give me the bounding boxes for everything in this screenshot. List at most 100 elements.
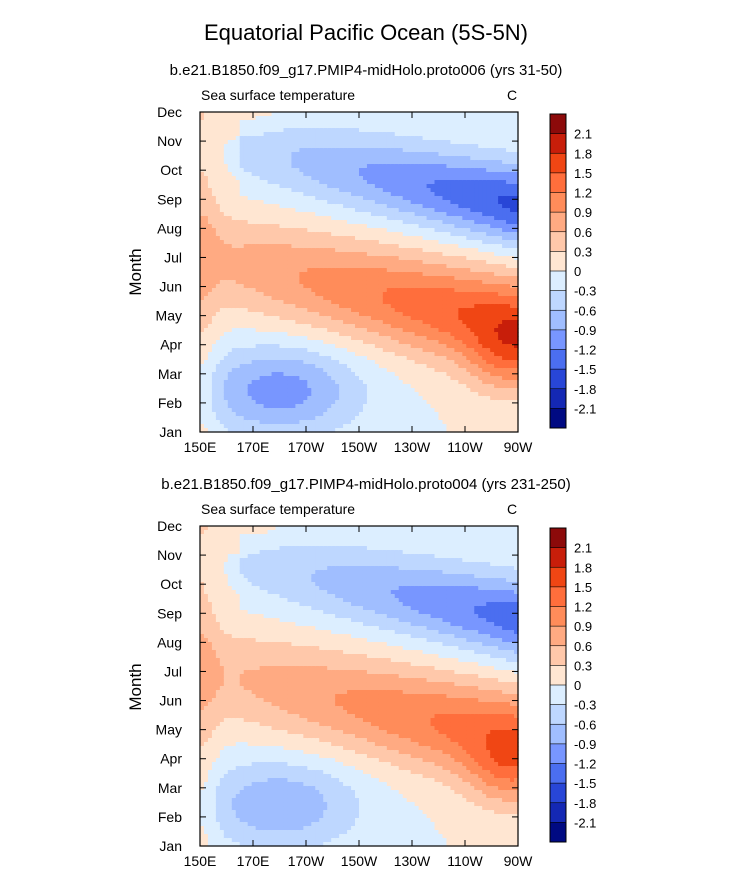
heatmap-cell	[422, 264, 428, 269]
heatmap-cell	[211, 264, 217, 269]
heatmap-cell	[335, 408, 340, 413]
heatmap-cell	[203, 364, 209, 369]
heatmap-cell	[335, 136, 340, 141]
heatmap-cell	[430, 204, 436, 209]
heatmap-cell	[219, 348, 225, 353]
heatmap-cell	[203, 220, 209, 225]
heatmap-cell	[426, 256, 432, 261]
heatmap-cell	[279, 396, 285, 401]
heatmap-cell	[243, 232, 249, 237]
heatmap-cell	[243, 176, 249, 181]
heatmap-cell	[362, 244, 368, 249]
heatmap-cell	[394, 324, 400, 329]
heatmap-cell	[335, 156, 340, 161]
heatmap-cell	[239, 212, 245, 217]
heatmap-cell	[275, 160, 281, 165]
heatmap-cell	[211, 428, 217, 433]
heatmap-cell	[438, 320, 444, 325]
heatmap-cell	[426, 112, 432, 117]
heatmap-cell	[442, 232, 448, 237]
heatmap-cell	[355, 200, 360, 205]
heatmap-cell	[343, 320, 348, 325]
heatmap-cell	[355, 168, 360, 173]
heatmap-cell	[251, 180, 257, 185]
heatmap-cell	[414, 320, 420, 325]
heatmap-cell	[410, 160, 416, 165]
heatmap-cell	[263, 152, 269, 157]
heatmap-cell	[263, 276, 269, 281]
heatmap-cell	[299, 156, 304, 161]
heatmap-cell	[359, 196, 364, 201]
heatmap-cell	[434, 416, 440, 421]
heatmap-cell	[200, 208, 205, 213]
heatmap-cell	[347, 300, 352, 305]
heatmap-cell	[390, 352, 396, 357]
heatmap-cell	[390, 280, 396, 285]
heatmap-cell	[203, 228, 209, 233]
heatmap-cell	[394, 136, 400, 141]
heatmap-cell	[311, 296, 316, 301]
heatmap-cell	[394, 216, 400, 221]
heatmap-cell	[255, 288, 261, 293]
heatmap-cell	[378, 380, 384, 385]
heatmap-cell	[406, 416, 412, 421]
heatmap-cell	[434, 428, 440, 433]
heatmap-cell	[279, 252, 285, 257]
heatmap-cell	[283, 368, 289, 373]
heatmap-cell	[299, 400, 304, 405]
heatmap-cell	[339, 408, 344, 413]
heatmap-cell	[390, 116, 396, 121]
heatmap-cell	[410, 412, 416, 417]
heatmap-cell	[215, 424, 221, 429]
heatmap-cell	[307, 292, 312, 297]
heatmap-cell	[394, 152, 400, 157]
heatmap-cell	[211, 176, 217, 181]
heatmap-cell	[255, 388, 261, 393]
heatmap-cell	[422, 220, 428, 225]
heatmap-cell	[311, 124, 316, 129]
heatmap-cell	[347, 400, 352, 405]
heatmap-cell	[255, 164, 261, 169]
heatmap-cell	[259, 164, 265, 169]
heatmap-cell	[426, 344, 432, 349]
heatmap-cell	[283, 420, 289, 425]
heatmap-cell	[414, 148, 420, 153]
heatmap-cell	[386, 344, 392, 349]
heatmap-cell	[426, 224, 432, 229]
heatmap-cell	[351, 148, 356, 153]
heatmap-cell	[438, 260, 444, 265]
heatmap-cell	[235, 296, 241, 301]
heatmap-cell	[442, 196, 448, 201]
heatmap-cell	[267, 132, 273, 137]
heatmap-cell	[279, 356, 285, 361]
heatmap-cell	[207, 324, 213, 329]
heatmap-cell	[287, 412, 293, 417]
heatmap-cell	[215, 336, 221, 341]
heatmap-cell	[319, 248, 324, 253]
heatmap-cell	[251, 296, 257, 301]
heatmap-cell	[271, 232, 277, 237]
heatmap-cell	[382, 320, 388, 325]
heatmap-cell	[247, 380, 253, 385]
heatmap-cell	[223, 220, 229, 225]
heatmap-cell	[386, 380, 392, 385]
heatmap-cell	[351, 188, 356, 193]
heatmap-cell	[251, 168, 257, 173]
heatmap-cell	[207, 388, 213, 393]
heatmap-cell	[390, 404, 396, 409]
heatmap-cell	[319, 196, 324, 201]
heatmap-cell	[355, 204, 360, 209]
heatmap-cell	[283, 384, 289, 389]
heatmap-cell	[311, 376, 316, 381]
heatmap-cell	[347, 172, 352, 177]
heatmap-cell	[335, 320, 340, 325]
heatmap-cell	[263, 204, 269, 209]
heatmap-cell	[255, 340, 261, 345]
heatmap-cell	[394, 140, 400, 145]
heatmap-cell	[203, 280, 209, 285]
heatmap-cell	[335, 376, 340, 381]
heatmap-cell	[422, 384, 428, 389]
heatmap-cell	[267, 276, 273, 281]
heatmap-cell	[200, 236, 205, 241]
